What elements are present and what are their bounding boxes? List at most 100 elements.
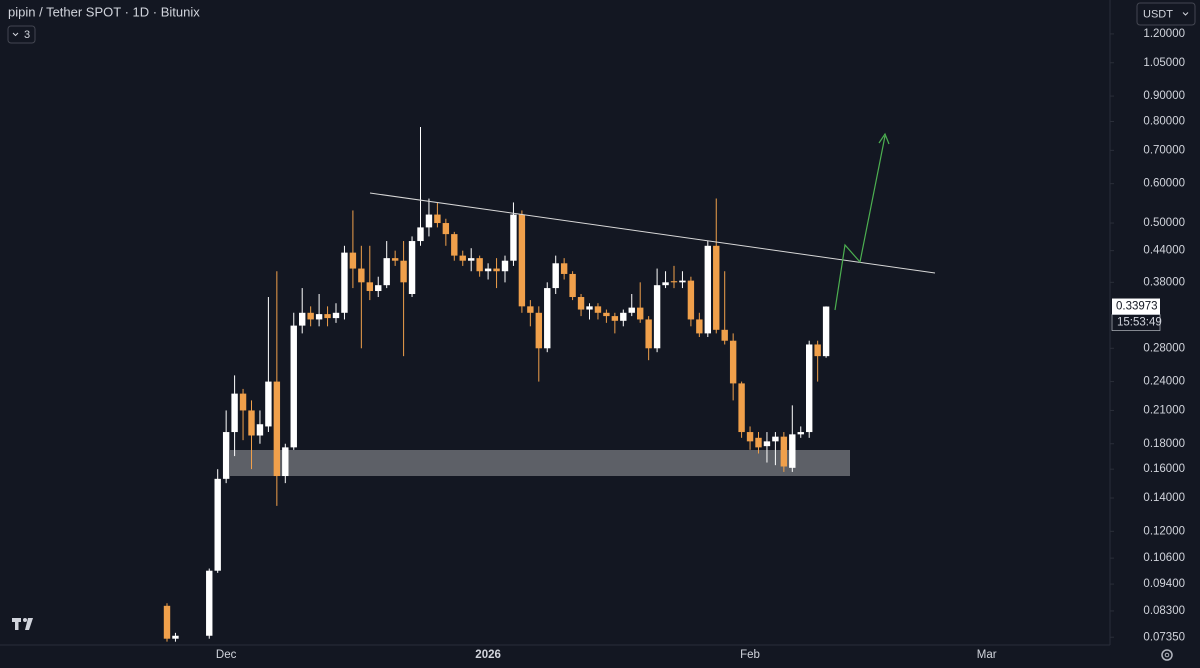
settings-icon[interactable] — [1161, 649, 1173, 661]
candle-body — [476, 258, 483, 272]
candle-body — [746, 432, 754, 442]
y-tick-label: 0.07350 — [1143, 631, 1185, 643]
y-tick-label: 0.44000 — [1143, 245, 1185, 257]
candle-body — [586, 306, 593, 310]
candle-body — [222, 432, 230, 479]
candle-body — [535, 312, 542, 349]
x-tick-label: Feb — [740, 649, 760, 661]
x-tick-label: Dec — [216, 649, 237, 661]
candle-body — [594, 306, 602, 313]
candle-body — [391, 258, 399, 261]
candle-body — [687, 280, 695, 320]
candle-body — [459, 255, 466, 261]
trendline — [369, 192, 936, 274]
y-tick-label: 0.38000 — [1143, 276, 1185, 288]
candle-body — [408, 241, 416, 295]
candle-body — [518, 214, 526, 307]
candle-body — [653, 285, 661, 349]
currency-button[interactable] — [1136, 2, 1196, 26]
candle-body — [527, 306, 534, 313]
candle-body — [341, 252, 348, 313]
axes: 1.20000 1.05000 0.90000 0.80000 0.70000 0.600… — [216, 28, 1185, 661]
x-tick-label: Mar — [977, 649, 997, 661]
candle-body — [290, 325, 297, 448]
y-tick-label: 0.08300 — [1143, 605, 1185, 617]
candle-body — [772, 436, 779, 442]
candle-body — [484, 268, 492, 272]
candle-body — [670, 281, 678, 283]
candle-body — [256, 424, 264, 436]
candle-body — [400, 260, 407, 283]
y-tick-label: 0.24000 — [1143, 376, 1185, 388]
candle-body — [713, 245, 720, 330]
candle-body — [248, 410, 255, 436]
y-tick-label: 0.50000 — [1143, 217, 1185, 229]
candle-body — [569, 273, 576, 298]
candle-body — [552, 263, 559, 289]
candle-body — [417, 227, 424, 242]
indicator-count: 3 — [24, 29, 30, 41]
countdown-label: 15:53:49 — [1117, 317, 1162, 329]
y-tick-label: 0.28000 — [1143, 342, 1185, 354]
x-tick-label: 2026 — [475, 649, 501, 661]
y-tick-label: 0.14000 — [1143, 492, 1185, 504]
last-price-tag — [1112, 298, 1160, 315]
projection-arrow — [834, 135, 886, 311]
arrow-head — [878, 132, 890, 145]
candle-body — [628, 307, 635, 313]
candle-body — [738, 383, 745, 433]
candle-body — [501, 260, 509, 272]
candle-body — [366, 282, 373, 292]
y-tick-label: 0.09400 — [1143, 578, 1185, 590]
candle-body — [206, 570, 213, 636]
y-tick-label: 1.20000 — [1143, 28, 1185, 40]
candle-body — [493, 268, 500, 272]
candle-body — [755, 437, 762, 448]
candle-body — [383, 258, 390, 286]
y-tick-label: 0.16000 — [1143, 463, 1185, 475]
candle-body — [425, 214, 433, 228]
candle-body — [662, 282, 669, 286]
candle-body — [451, 234, 458, 256]
candle-body — [358, 268, 365, 283]
candle-body — [704, 245, 711, 334]
candle-body — [637, 307, 644, 320]
candle-body — [560, 263, 568, 274]
candle-body — [611, 316, 619, 321]
candle-body — [577, 297, 585, 310]
candle-body — [679, 280, 686, 283]
y-tick-label: 0.90000 — [1143, 90, 1185, 102]
y-tick-label: 0.60000 — [1143, 178, 1185, 190]
candle-body — [822, 306, 830, 357]
chevron — [1182, 12, 1189, 16]
currency-label: USDT — [1143, 8, 1173, 20]
candle-body — [265, 381, 272, 427]
candle-body — [349, 252, 357, 269]
y-tick-label: 0.10600 — [1143, 552, 1185, 564]
chevron — [12, 32, 19, 37]
candle-body — [299, 312, 306, 326]
candle-body — [239, 393, 247, 411]
candle-body — [645, 319, 652, 349]
candle-body — [797, 432, 804, 435]
candle-body — [307, 312, 314, 320]
candle-body — [442, 223, 450, 235]
candle-body — [231, 393, 238, 433]
y-tick-label: 0.18000 — [1143, 438, 1185, 450]
candle-body — [163, 605, 171, 639]
candle-body — [603, 312, 610, 317]
y-tick-label: 0.12000 — [1143, 525, 1185, 537]
y-tick-label: 0.80000 — [1143, 116, 1185, 128]
candle-body — [729, 340, 737, 384]
candle-body — [315, 314, 323, 320]
indicator-toggle[interactable] — [7, 25, 36, 44]
candle-body — [510, 214, 517, 261]
candle-body — [332, 312, 340, 319]
candle-body — [214, 478, 221, 571]
candle-body — [273, 381, 281, 477]
last-price-label: 0.33973 — [1116, 301, 1158, 313]
support-zone — [230, 450, 850, 476]
y-tick-label: 0.21000 — [1143, 404, 1185, 416]
y-tick-label: 1.05000 — [1143, 57, 1185, 69]
